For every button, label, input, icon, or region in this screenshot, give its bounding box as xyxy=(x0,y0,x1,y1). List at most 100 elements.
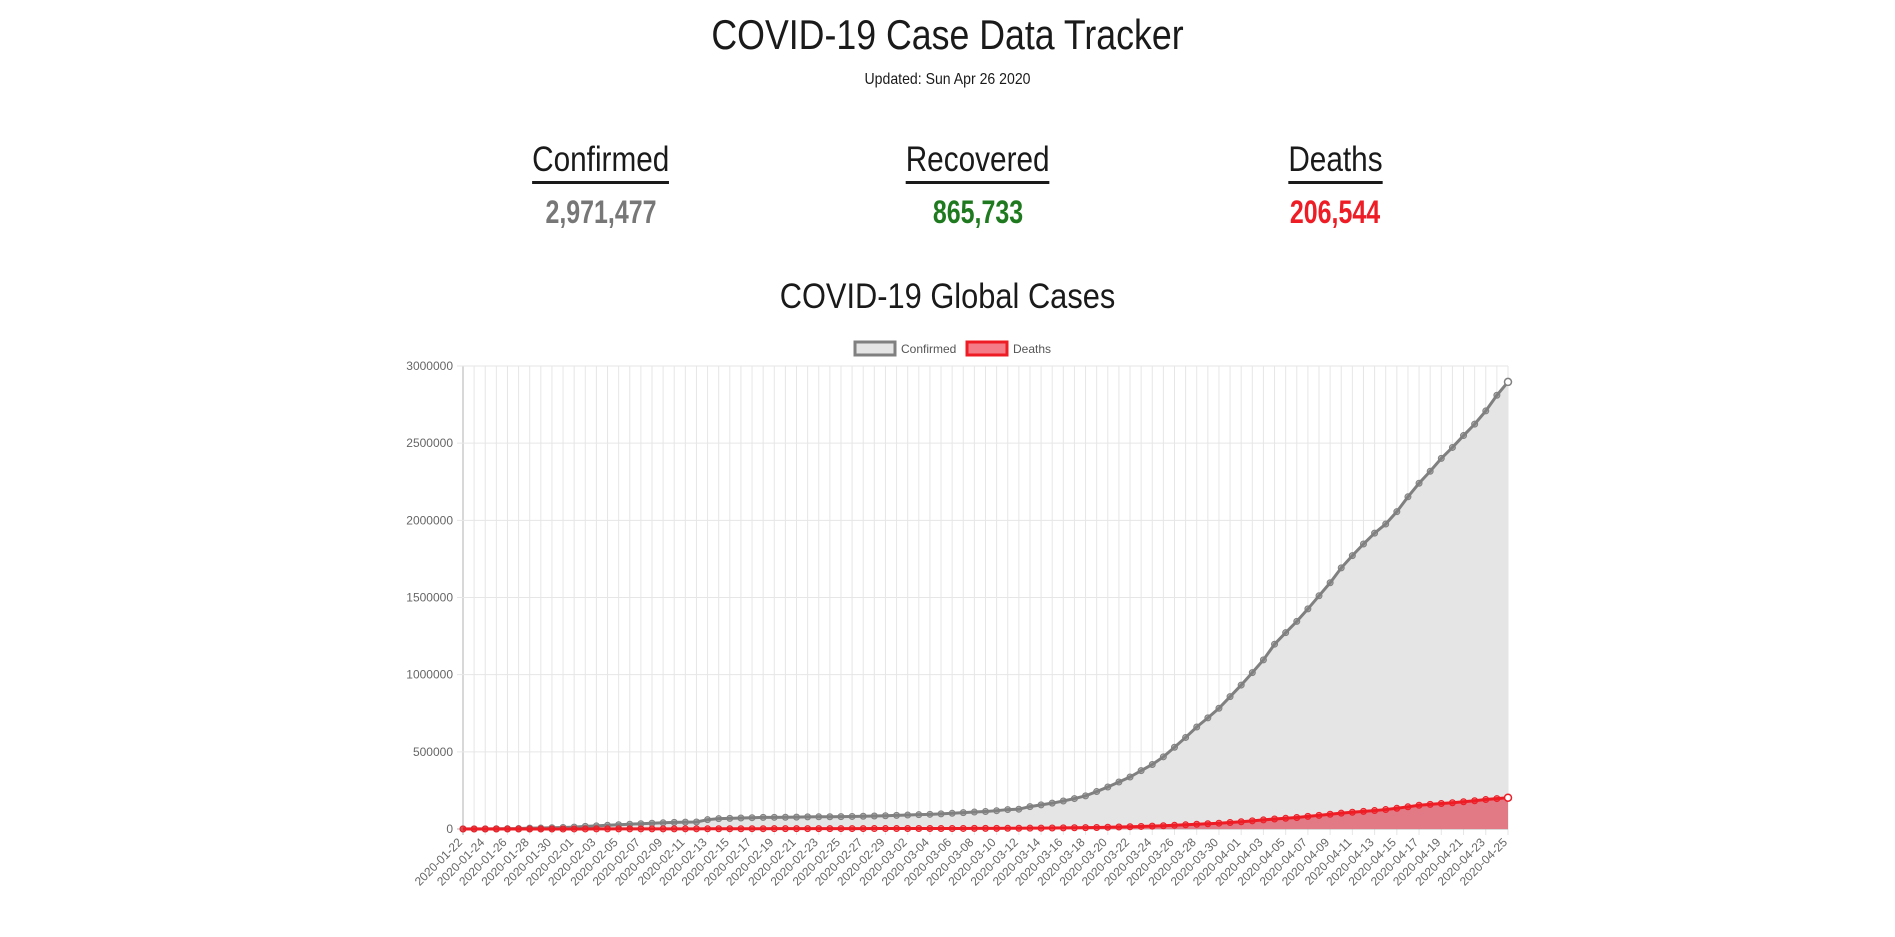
deaths-point xyxy=(1104,823,1112,831)
deaths-point xyxy=(1293,813,1301,821)
recovered-label: Recovered xyxy=(906,140,1050,184)
deaths-point xyxy=(1159,822,1167,830)
y-tick-label: 1500000 xyxy=(406,591,453,605)
confirmed-point xyxy=(1437,454,1445,462)
y-tick-label: 3000000 xyxy=(406,359,453,373)
deaths-point xyxy=(993,824,1001,832)
confirmed-point xyxy=(870,812,878,820)
confirmed-point xyxy=(1248,669,1256,677)
confirmed-point xyxy=(1182,733,1190,741)
confirmed-point xyxy=(748,814,756,822)
deaths-point xyxy=(837,825,845,833)
confirmed-point xyxy=(715,815,723,823)
confirmed-point xyxy=(837,813,845,821)
deaths-point xyxy=(681,825,689,833)
deaths-point xyxy=(1182,821,1190,829)
confirmed-point xyxy=(1460,432,1468,440)
confirmed-point xyxy=(1348,552,1356,560)
deaths-point xyxy=(1382,806,1390,814)
deaths-point xyxy=(948,824,956,832)
deaths-point xyxy=(1426,800,1434,808)
deaths-point xyxy=(1026,824,1034,832)
confirmed-point xyxy=(726,814,734,822)
deaths-value: 206,544 xyxy=(1289,194,1381,230)
confirmed-point xyxy=(1493,391,1501,399)
deaths-point xyxy=(893,825,901,833)
confirmed-point xyxy=(692,818,700,826)
confirmed-point xyxy=(1415,479,1423,487)
series-deaths xyxy=(459,793,1513,833)
deaths-point xyxy=(1326,810,1334,818)
confirmed-point xyxy=(659,819,667,827)
confirmed-point xyxy=(1115,778,1123,786)
deaths-point xyxy=(604,825,612,833)
confirmed-point xyxy=(1304,605,1312,613)
confirmed-point xyxy=(1271,640,1279,648)
confirmed-point xyxy=(848,812,856,820)
deaths-point xyxy=(1015,824,1023,832)
deaths-point xyxy=(1359,807,1367,815)
confirmed-point xyxy=(1448,443,1456,451)
confirmed-value: 2,971,477 xyxy=(545,194,657,230)
y-tick-label: 0 xyxy=(446,822,453,836)
deaths-end-point xyxy=(1503,793,1513,802)
deaths-point xyxy=(737,825,745,833)
deaths-point xyxy=(1460,798,1468,806)
deaths-point xyxy=(1070,824,1078,832)
deaths-point xyxy=(915,825,923,833)
deaths-point xyxy=(1393,804,1401,812)
confirmed-point xyxy=(1026,803,1034,811)
confirmed-point xyxy=(681,818,689,826)
deaths-point xyxy=(1259,816,1267,824)
confirmed-point xyxy=(1126,773,1134,781)
confirmed-point xyxy=(1004,806,1012,814)
deaths-point xyxy=(1126,823,1134,831)
confirmed-point xyxy=(1048,799,1056,807)
confirmed-point xyxy=(670,818,678,826)
deaths-point xyxy=(1271,815,1279,823)
deaths-point xyxy=(648,825,656,833)
confirmed-point xyxy=(1404,493,1412,501)
confirmed-point xyxy=(1359,540,1367,548)
confirmed-point xyxy=(804,813,812,821)
confirmed-point xyxy=(859,812,867,820)
deaths-point xyxy=(1115,823,1123,831)
confirmed-point xyxy=(1326,579,1334,587)
confirmed-point xyxy=(1315,592,1323,600)
confirmed-point xyxy=(982,807,989,815)
deaths-point xyxy=(1093,823,1101,831)
y-tick-label: 500000 xyxy=(413,745,453,759)
deaths-point xyxy=(503,825,511,833)
deaths-point xyxy=(881,825,889,833)
confirmed-point xyxy=(793,813,801,821)
deaths-point xyxy=(559,825,567,833)
deaths-point xyxy=(637,825,645,833)
deaths-point xyxy=(626,825,634,833)
updated-date: Updated: Sun Apr 26 2020 xyxy=(864,71,1031,88)
deaths-label: Deaths xyxy=(1287,140,1383,184)
deaths-point xyxy=(726,825,734,833)
confirmed-point xyxy=(1137,767,1145,775)
deaths-point xyxy=(1282,814,1290,822)
confirmed-point xyxy=(1482,407,1490,415)
deaths-point xyxy=(1193,820,1201,828)
deaths-point xyxy=(659,825,667,833)
confirmed-point xyxy=(826,813,834,821)
deaths-point xyxy=(1082,824,1090,832)
deaths-point xyxy=(537,825,545,833)
deaths-point xyxy=(692,825,700,833)
deaths-point xyxy=(470,825,478,833)
confirmed-point xyxy=(915,811,923,819)
deaths-point xyxy=(959,824,967,832)
confirmed-point xyxy=(1093,788,1101,796)
legend-swatch-deaths xyxy=(965,340,1009,357)
deaths-point xyxy=(1482,796,1490,804)
deaths-point xyxy=(570,825,578,833)
confirmed-point xyxy=(1148,760,1156,768)
confirmed-point xyxy=(959,809,967,817)
confirmed-point xyxy=(881,812,889,820)
deaths-point xyxy=(1404,803,1412,811)
legend-label-confirmed: Confirmed xyxy=(901,342,956,356)
deaths-point xyxy=(1137,822,1145,830)
